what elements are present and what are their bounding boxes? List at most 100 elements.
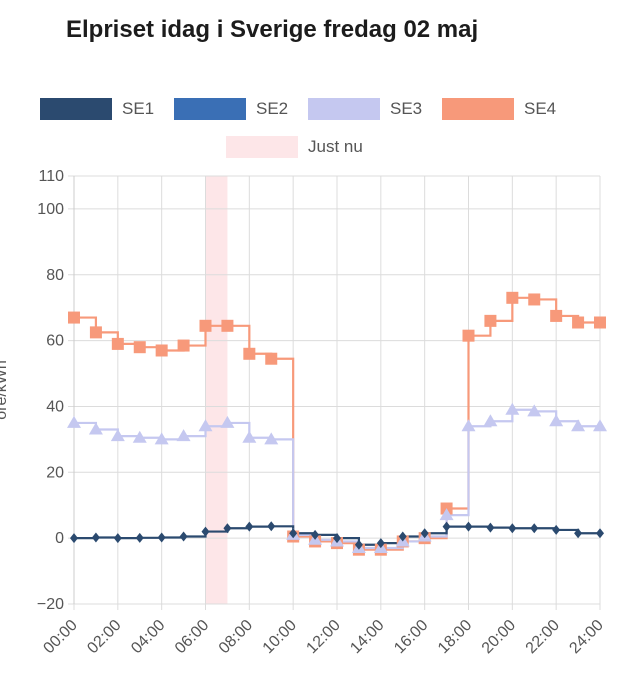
x-tick-label: 22:00 — [523, 617, 563, 657]
y-tick-label: 20 — [46, 464, 64, 481]
point-se4 — [243, 347, 256, 360]
point-se3 — [483, 414, 498, 427]
legend-label-just-nu: Just nu — [308, 137, 363, 156]
legend-item-just-nu[interactable]: Just nu — [226, 136, 363, 158]
point-se1 — [574, 528, 583, 539]
y-tick-label: 60 — [46, 333, 64, 350]
point-se3 — [88, 422, 103, 435]
legend-swatch-just-nu — [226, 136, 298, 158]
x-tick-label: 06:00 — [172, 617, 212, 657]
x-tick-label: 18:00 — [435, 617, 475, 657]
x-tick-label: 20:00 — [479, 617, 519, 657]
y-tick-label: 0 — [55, 530, 64, 547]
point-se3 — [154, 432, 169, 445]
point-se1 — [157, 532, 166, 543]
legend-label-se4: SE4 — [524, 99, 557, 118]
legend-item-se2[interactable]: SE2 — [174, 98, 288, 120]
point-se4 — [111, 337, 124, 350]
just-nu-band — [205, 176, 228, 604]
point-se1 — [398, 531, 407, 542]
point-se1 — [289, 528, 298, 539]
point-se1 — [552, 524, 561, 535]
point-se3 — [549, 414, 564, 427]
point-se3 — [264, 432, 279, 445]
point-se4 — [89, 326, 102, 339]
y-tick-label: 110 — [38, 168, 64, 185]
y-tick-label: 100 — [37, 201, 64, 218]
point-se4 — [572, 316, 585, 329]
point-se1 — [596, 528, 604, 539]
point-se4 — [550, 309, 563, 322]
legend-swatch-se1 — [40, 98, 112, 120]
y-tick-label: −20 — [37, 596, 64, 613]
point-se3 — [571, 419, 586, 432]
point-se4 — [133, 341, 146, 354]
legend-swatch-se3 — [308, 98, 380, 120]
x-tick-label: 08:00 — [216, 617, 256, 657]
point-se1 — [179, 531, 188, 542]
point-se4 — [528, 293, 541, 306]
point-se4 — [155, 344, 168, 357]
legend-swatch-se2 — [174, 98, 246, 120]
point-se3 — [527, 404, 542, 417]
point-se4 — [594, 316, 606, 329]
point-se1 — [486, 522, 495, 533]
point-se3 — [505, 402, 520, 415]
point-se1 — [70, 533, 78, 544]
point-se1 — [376, 538, 385, 549]
point-se1 — [333, 533, 341, 544]
point-se4 — [265, 352, 278, 365]
point-se1 — [508, 523, 517, 534]
x-tick-label: 02:00 — [84, 617, 124, 657]
x-tick-label: 16:00 — [391, 617, 431, 657]
legend-item-se1[interactable]: SE1 — [40, 98, 154, 120]
point-se1 — [420, 528, 429, 539]
x-tick-label: 12:00 — [303, 617, 343, 657]
x-tick-label: 04:00 — [128, 617, 168, 657]
point-se3 — [439, 508, 454, 521]
legend-swatch-se4 — [442, 98, 514, 120]
x-tick-label: 14:00 — [347, 617, 387, 657]
point-se4 — [484, 314, 497, 327]
point-se4 — [462, 329, 475, 342]
point-se1 — [135, 532, 144, 543]
legend-item-se3[interactable]: SE3 — [308, 98, 422, 120]
point-se1 — [464, 521, 473, 532]
y-tick-label: 40 — [46, 398, 64, 415]
point-se4 — [199, 319, 212, 332]
point-se1 — [311, 529, 320, 540]
point-se3 — [461, 419, 476, 432]
point-se3 — [198, 419, 213, 432]
point-se3 — [176, 429, 191, 442]
y-tick-label: 80 — [46, 267, 64, 284]
legend-item-se4[interactable]: SE4 — [442, 98, 556, 120]
legend-label-se2: SE2 — [256, 99, 289, 118]
legend-label-se1: SE1 — [122, 99, 155, 118]
x-tick-label: 24:00 — [566, 617, 606, 657]
point-se3 — [110, 429, 125, 442]
x-tick-label: 00:00 — [40, 617, 80, 657]
chart-title: Elpriset idag i Sverige fredag 02 maj — [66, 16, 479, 43]
x-tick-label: 10:00 — [260, 617, 300, 657]
point-se1 — [113, 533, 122, 544]
legend-label-se3: SE3 — [390, 99, 423, 118]
point-se1 — [442, 521, 451, 532]
point-se3 — [242, 430, 257, 443]
point-se1 — [354, 539, 363, 550]
point-se1 — [91, 532, 100, 543]
point-se1 — [245, 521, 254, 532]
point-se4 — [177, 339, 190, 352]
point-se1 — [530, 523, 539, 534]
point-se4 — [68, 311, 80, 324]
point-se4 — [221, 319, 234, 332]
point-se1 — [201, 526, 210, 537]
point-se3 — [132, 430, 147, 443]
point-se4 — [506, 291, 519, 304]
y-axis-title: öre/kWh — [0, 360, 10, 420]
point-se3 — [67, 415, 81, 428]
point-se1 — [267, 521, 276, 532]
point-se3 — [220, 415, 235, 428]
point-se1 — [223, 523, 232, 534]
point-se3 — [593, 419, 607, 432]
